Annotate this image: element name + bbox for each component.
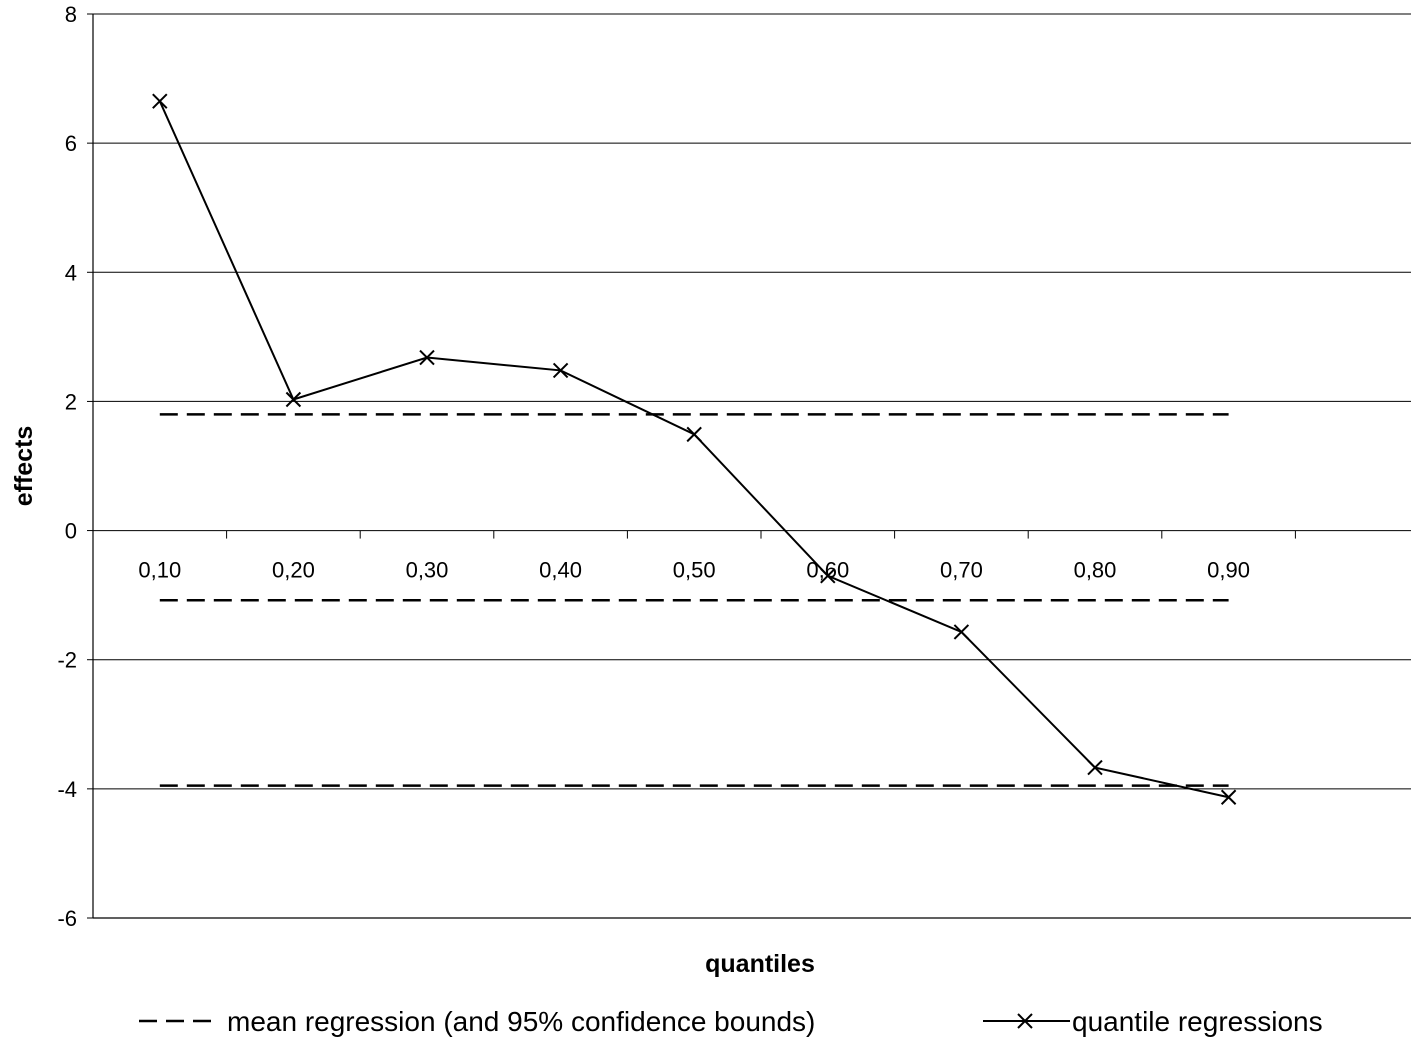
y-tick-label: -2 bbox=[57, 648, 77, 673]
y-tick-label: -4 bbox=[57, 777, 77, 802]
data-point-x-marker bbox=[820, 568, 836, 584]
data-point-x-marker bbox=[552, 362, 569, 379]
legend-x-marker-icon bbox=[1017, 1013, 1033, 1029]
plot-frame bbox=[92, 14, 1411, 919]
x-tick-label: 0,10 bbox=[138, 558, 181, 583]
data-point-x-marker bbox=[1087, 759, 1103, 776]
legend: mean regression (and 95% confidence boun… bbox=[139, 1006, 1323, 1037]
quantile-regressions-series bbox=[152, 93, 1237, 805]
legend-mean-regression-label: mean regression (and 95% confidence boun… bbox=[227, 1006, 815, 1037]
x-tick-label: 0,80 bbox=[1074, 558, 1117, 583]
data-point-x-marker bbox=[152, 93, 168, 109]
data-point-x-marker bbox=[953, 624, 970, 640]
x-axis: 0,10 0,20 0,30 0,40 0,50 0,60 0,70 0,80 0,90 bbox=[92, 530, 1296, 583]
y-axis: -6 -4 -2 0 2 4 6 8 bbox=[57, 2, 93, 931]
gridlines bbox=[93, 13, 1411, 790]
x-tick-label: 0,70 bbox=[940, 558, 983, 583]
y-tick-label: 0 bbox=[65, 519, 77, 544]
x-tick-label: 0,40 bbox=[539, 558, 582, 583]
legend-quantile-regressions-label: quantile regressions bbox=[1072, 1006, 1323, 1037]
x-axis-title: quantiles bbox=[705, 950, 815, 978]
data-point-x-marker bbox=[1220, 789, 1237, 805]
y-tick-label: 6 bbox=[65, 131, 77, 156]
y-tick-label: -6 bbox=[57, 906, 77, 931]
y-tick-label: 2 bbox=[65, 389, 77, 414]
data-point-x-marker bbox=[419, 349, 435, 366]
x-tick-label: 0,90 bbox=[1207, 558, 1250, 583]
y-tick-label: 8 bbox=[65, 2, 77, 27]
x-tick-label: 0,50 bbox=[673, 558, 716, 583]
y-tick-label: 4 bbox=[65, 260, 77, 285]
x-tick-label: 0,30 bbox=[406, 558, 449, 583]
data-point-x-marker bbox=[686, 426, 702, 443]
x-tick-label: 0,20 bbox=[272, 558, 315, 583]
y-axis-title: effects bbox=[10, 426, 38, 507]
mean-regression-lines bbox=[159, 413, 1229, 787]
data-point-x-marker bbox=[285, 391, 302, 408]
